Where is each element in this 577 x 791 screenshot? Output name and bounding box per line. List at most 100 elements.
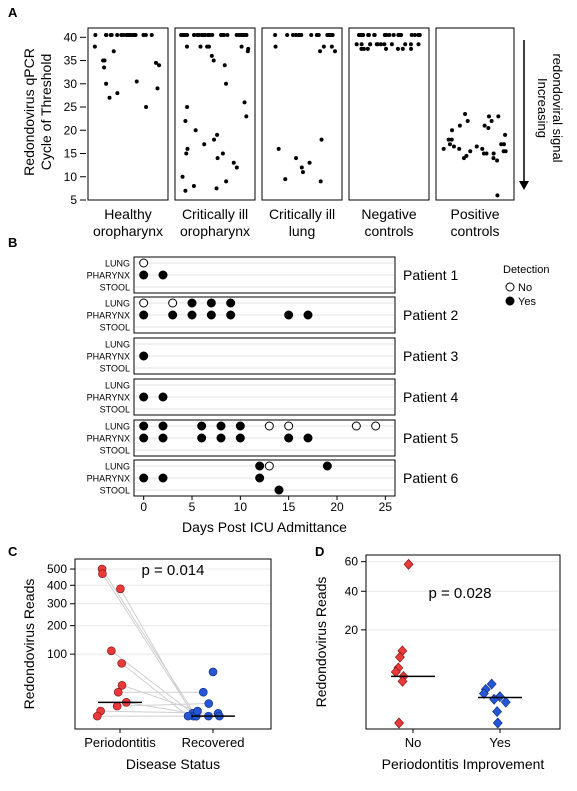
- panel-a-ytick-label: 20: [64, 123, 78, 137]
- panel-a-box: [87, 27, 169, 201]
- panel-a-point: [273, 32, 278, 37]
- panel-a-point: [319, 137, 324, 142]
- panel-a-point: [102, 58, 107, 63]
- panel-b-legend-marker: [505, 282, 515, 292]
- panel-c-point-periodontitis: [117, 680, 127, 690]
- panel-a-point: [92, 44, 97, 49]
- panel-c-point-periodontitis: [112, 701, 122, 711]
- panel-a-point: [503, 149, 508, 154]
- panel-a-point: [480, 146, 485, 151]
- panel-a-point: [359, 42, 364, 47]
- panel-b-point: [139, 392, 149, 402]
- panel-d-point: [492, 717, 503, 729]
- panel-a-point: [333, 49, 338, 54]
- panel-a-point: [240, 32, 245, 37]
- panel-b-point: [322, 461, 332, 471]
- panel-a-point: [486, 125, 491, 130]
- panel-d-xlabel: Periodontitis Improvement: [382, 756, 545, 772]
- panel-c-annotation: p = 0.014: [142, 562, 205, 579]
- panel-b-point: [351, 421, 361, 431]
- panel-a-group-label: Negative: [361, 206, 416, 222]
- panel-a-ytick-label: 25: [64, 100, 78, 114]
- panel-d-annotation: p = 0.028: [429, 585, 492, 602]
- panel-b-row-label: PHARYNX: [87, 311, 130, 321]
- panel-b-point: [139, 310, 149, 320]
- panel-d-point: [394, 651, 405, 663]
- panel-d-box: [365, 554, 561, 730]
- panel-a-point: [329, 44, 334, 49]
- panel-a-point: [299, 165, 304, 170]
- panel-d-ytick-label: 20: [345, 623, 359, 637]
- panel-d-point: [403, 558, 414, 570]
- panel-d-category-label: No: [405, 735, 422, 750]
- panel-b-patient-name: Patient 2: [403, 307, 458, 323]
- panel-b-row-label: LUNG: [105, 422, 130, 432]
- panel-b-patient-name: Patient 6: [403, 470, 458, 486]
- panel-a-point: [491, 151, 496, 156]
- panel-a-ytick-label: 5: [70, 193, 77, 207]
- panel-b-row-label: STOOL: [100, 283, 130, 293]
- panel-a-group-label: oropharynx: [93, 223, 163, 239]
- panel-b-point: [226, 298, 236, 308]
- panel-d-ytick-label: 40: [345, 584, 359, 598]
- panel-c-point-recovered: [193, 706, 202, 716]
- panel-b-point: [206, 298, 216, 308]
- panel-a-group-label: controls: [364, 223, 413, 239]
- panel-a-point: [297, 32, 302, 37]
- panel-a-point: [127, 32, 132, 37]
- panel-d-ylabel: Redondovirus Reads: [313, 577, 329, 708]
- panel-b-point: [139, 258, 149, 268]
- panel-c-point-periodontitis: [113, 687, 123, 697]
- panel-a-point: [378, 42, 383, 47]
- panel-a-point: [290, 32, 295, 37]
- panel-a-point: [193, 128, 198, 133]
- panel-a-point: [124, 32, 129, 37]
- panel-a-point: [220, 151, 225, 156]
- panel-a-point: [357, 32, 362, 37]
- panel-b-patient-box: [133, 337, 396, 375]
- panel-b-point: [371, 421, 381, 431]
- panel-c-point-periodontitis: [116, 584, 125, 594]
- panel-b-xtick-label: 0: [140, 500, 147, 514]
- panel-b-point: [158, 473, 168, 483]
- panel-a-point: [185, 105, 190, 110]
- panel-c-pair-line: [102, 573, 194, 714]
- panel-d-point: [500, 696, 511, 708]
- panel-a-point: [359, 46, 364, 51]
- panel-a-point: [192, 32, 197, 37]
- panel-a-point: [108, 32, 113, 37]
- panel-a-point: [307, 160, 312, 165]
- panel-b-row-label: LUNG: [105, 340, 130, 350]
- panel-b-legend-label: No: [518, 282, 532, 294]
- panel-a-point: [115, 32, 120, 37]
- panel-b-point: [303, 310, 313, 320]
- panel-c-pair-line: [101, 568, 197, 717]
- panel-b-row-label: PHARYNX: [87, 271, 130, 281]
- panel-b-point: [206, 310, 216, 320]
- panel-b-point: [303, 433, 313, 443]
- panel-d-point: [397, 675, 408, 687]
- panel-a-point: [149, 32, 154, 37]
- panel-a-group-label: Critically ill: [269, 206, 335, 222]
- panel-c-ytick-label: 500: [47, 562, 67, 576]
- panel-b-xtick-label: 15: [282, 500, 296, 514]
- panel-a-point: [285, 32, 290, 37]
- panel-a-box: [174, 27, 256, 201]
- panel-b-point: [226, 310, 236, 320]
- panel-b-point: [274, 485, 284, 495]
- panel-a-point: [368, 42, 373, 47]
- panel-b-patient-name: Patient 3: [403, 348, 458, 364]
- panel-a-point: [400, 46, 405, 51]
- panel-c-point-periodontitis: [117, 659, 126, 668]
- panel-c-point-recovered: [183, 711, 193, 721]
- panel-a-arrowhead: [519, 181, 529, 190]
- panel-d-category-label: Yes: [489, 735, 511, 750]
- panel-b-point: [216, 421, 226, 431]
- panel-a-point: [366, 32, 371, 37]
- panel-b-row-label: STOOL: [100, 323, 130, 333]
- panel-a-point: [474, 144, 479, 149]
- panel-a-group-label: lung: [289, 223, 315, 239]
- panel-a-point: [198, 44, 203, 49]
- panel-a-ytick-label: 15: [64, 147, 78, 161]
- panel-a-point: [215, 156, 220, 161]
